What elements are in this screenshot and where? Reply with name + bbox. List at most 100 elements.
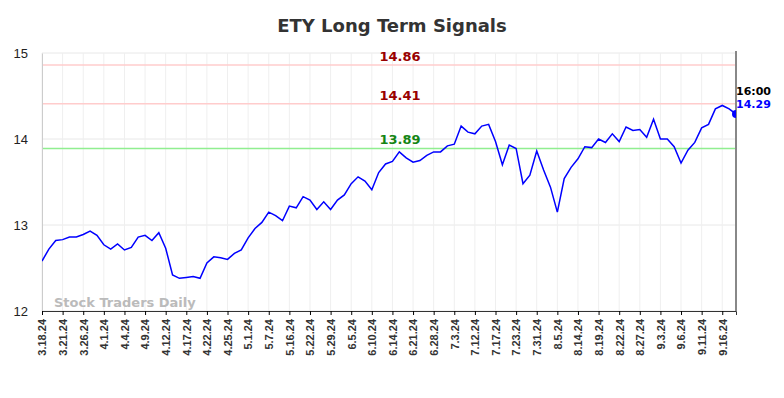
reference-lines: 14.86 14.41 13.89: [42, 49, 736, 148]
x-tick-mark: [269, 311, 270, 315]
x-tick: 7.31.24: [531, 311, 543, 356]
x-tick: 8.5.24: [552, 311, 564, 350]
x-tick: 5.1.24: [242, 311, 254, 350]
x-tick-mark: [475, 311, 476, 315]
reference-line: [42, 148, 736, 150]
x-tick-label: 4.22.24: [201, 318, 213, 356]
grid-line-x: [577, 53, 578, 311]
x-tick-label: 5.7.24: [263, 318, 275, 349]
chart-svg: Stock Traders Daily 14.86 14.41 13.89 12 13 14…: [0, 0, 784, 398]
grid-line-x: [145, 53, 146, 311]
x-tick-label: 5.1.24: [242, 318, 254, 349]
x-tick-mark: [104, 311, 105, 315]
x-tick-label: 5.16.24: [284, 318, 296, 356]
x-tick-mark: [124, 311, 125, 315]
x-tick-label: 3.21.24: [57, 318, 69, 356]
x-tick-mark: [166, 311, 167, 315]
x-tick-label: 5.29.24: [325, 318, 337, 356]
x-tick-label: 6.10.24: [366, 318, 378, 356]
x-tick-mark: [331, 311, 332, 315]
x-tick-mark: [702, 311, 703, 315]
x-tick: 3.26.24: [78, 311, 90, 356]
x-tick: 5.22.24: [304, 311, 316, 356]
grid-line-x: [681, 53, 682, 311]
x-tick-label: 9.11.24: [696, 318, 708, 355]
grid-line-x: [330, 53, 331, 311]
x-tick: 3.21.24: [57, 311, 69, 356]
x-tick-label: 7.31.24: [531, 318, 543, 356]
x-tick-mark: [289, 311, 290, 315]
x-tick: 3.18.24: [36, 311, 48, 356]
price-line: [42, 105, 736, 278]
y-tick-label: 12: [14, 304, 28, 319]
x-tick: 7.3.24: [449, 311, 461, 350]
grid-line-x: [227, 53, 228, 311]
x-tick-label: 6.14.24: [387, 318, 399, 356]
y-tick: 14: [14, 132, 42, 147]
x-tick: 6.5.24: [346, 311, 358, 350]
x-tick-label: 5.22.24: [304, 318, 316, 356]
reference-label: 14.41: [379, 88, 420, 103]
grid-line-x: [557, 53, 558, 311]
x-tick-mark: [186, 311, 187, 315]
x-tick-mark: [145, 311, 146, 315]
grid-line-x: [536, 53, 537, 311]
x-tick: 6.10.24: [366, 311, 378, 356]
grid-line-y: [42, 225, 736, 226]
grid-line-x: [124, 53, 125, 311]
x-tick-mark: [578, 311, 579, 315]
x-tick-mark: [83, 311, 84, 315]
y-tick-label: 13: [14, 218, 28, 233]
grid-line-x: [660, 53, 661, 311]
grid-line-x: [598, 53, 599, 311]
x-tick-label: 8.14.24: [572, 318, 584, 356]
grid-line-x: [474, 53, 475, 311]
x-tick-label: 8.22.24: [614, 318, 626, 356]
grid-line-x: [619, 53, 620, 311]
reference-label: 13.89: [379, 132, 420, 147]
x-tick-mark: [207, 311, 208, 315]
x-tick-mark: [599, 311, 600, 315]
x-tick: 4.17.24: [181, 311, 193, 356]
chart-container: Stock Traders Daily 14.86 14.41 13.89 12 13 14…: [0, 0, 784, 398]
grid-line-x: [42, 53, 43, 311]
x-tick-label: 6.5.24: [346, 318, 358, 349]
reference-line: [42, 103, 736, 105]
last-value-label: 14.29: [736, 98, 771, 111]
x-tick: 6.21.24: [407, 311, 419, 356]
x-tick: 8.22.24: [614, 311, 626, 356]
x-tick-mark: [392, 311, 393, 315]
x-tick-label: 4.4.24: [119, 318, 131, 349]
x-tick-label: 8.27.24: [634, 318, 646, 356]
grid-line-x: [186, 53, 187, 311]
x-tick-mark: [660, 311, 661, 315]
grid-line-x: [722, 53, 723, 311]
x-tick-label: 3.26.24: [78, 318, 90, 356]
grid-line-x: [309, 53, 310, 311]
watermark: Stock Traders Daily: [54, 295, 196, 310]
reference-label: 14.86: [379, 49, 420, 64]
x-tick: 4.22.24: [201, 311, 213, 356]
y-tick: 15: [14, 46, 42, 61]
x-tick-mark: [310, 311, 311, 315]
grid-line-x: [639, 53, 640, 311]
grid: [42, 53, 736, 311]
x-tick-mark: [496, 311, 497, 315]
x-tick-label: 7.12.24: [469, 318, 481, 356]
x-axis-line: [43, 312, 737, 316]
x-tick-mark: [63, 311, 64, 315]
x-tick: 9.3.24: [655, 311, 667, 350]
grid-line-x: [248, 53, 249, 311]
x-tick-label: 9.16.24: [717, 318, 729, 356]
grid-line-x: [103, 53, 104, 311]
grid-line-x: [371, 53, 372, 311]
grid-line-x: [495, 53, 496, 311]
last-point: [732, 110, 736, 118]
grid-line-x: [289, 53, 290, 311]
time-label: 16:00: [736, 85, 771, 98]
x-tick-mark: [228, 311, 229, 315]
x-tick: 7.17.24: [490, 311, 502, 356]
y-tick: 13: [14, 218, 42, 233]
x-tick: 9.16.24: [717, 311, 729, 356]
x-tick-mark: [434, 311, 435, 315]
